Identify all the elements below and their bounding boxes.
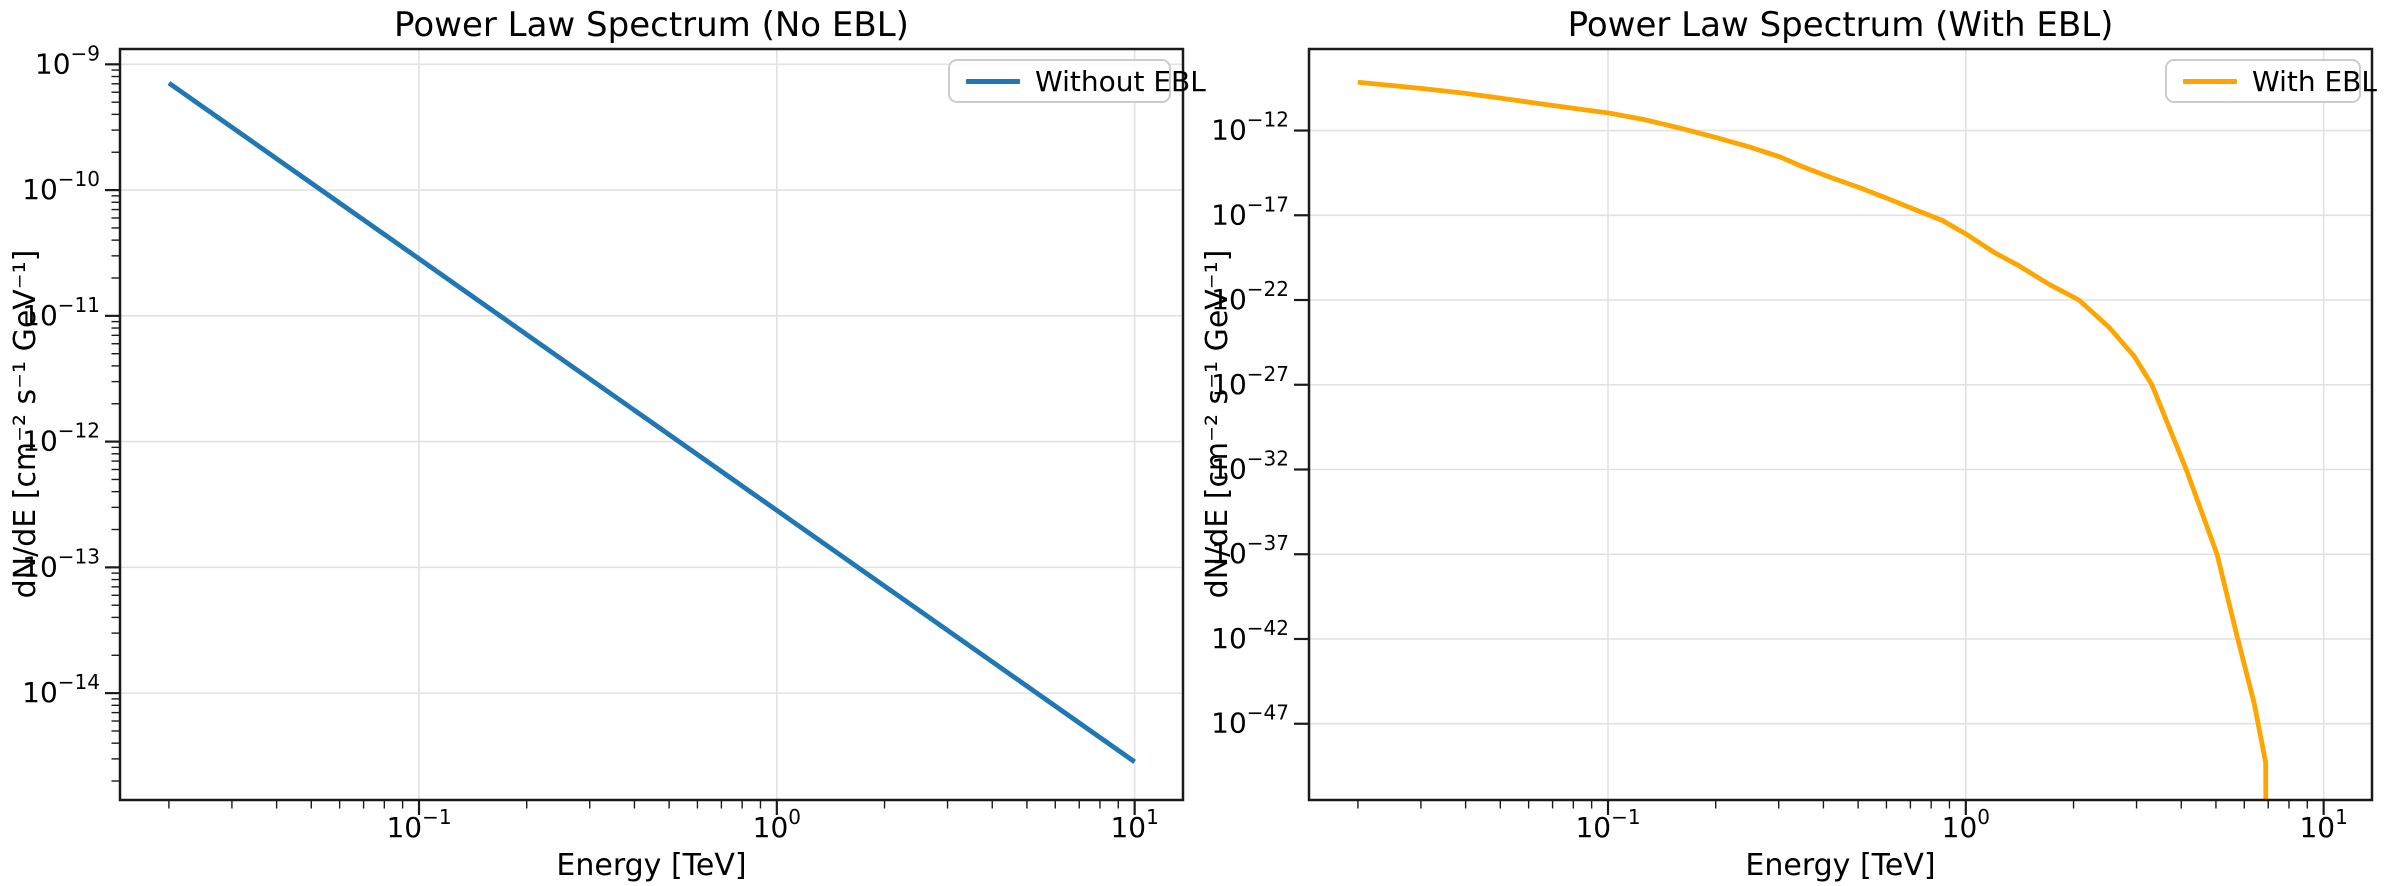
svg-text:10−32: 10−32 [1211, 446, 1289, 485]
right-y-axis-label: dN/dE [cm⁻² s⁻¹ GeV⁻¹] [1200, 249, 1235, 599]
svg-text:10−10: 10−10 [22, 167, 100, 206]
left-plot-title: Power Law Spectrum (No EBL) [394, 5, 909, 45]
left-legend: Without EBL [948, 59, 1206, 103]
svg-text:100: 100 [1942, 805, 1990, 844]
svg-text:10−12: 10−12 [1211, 108, 1289, 147]
svg-text:10−42: 10−42 [1211, 616, 1289, 655]
svg-text:100: 100 [753, 805, 801, 844]
legend-line-icon [966, 78, 1020, 84]
svg-text:10−14: 10−14 [22, 670, 100, 709]
svg-text:10−22: 10−22 [1211, 277, 1289, 316]
svg-text:10−47: 10−47 [1211, 701, 1289, 740]
left-x-axis-label: Energy [TeV] [556, 848, 747, 883]
svg-text:10−12: 10−12 [22, 419, 100, 458]
svg-text:10−11: 10−11 [22, 293, 100, 332]
legend-label: With EBL [2252, 64, 2377, 98]
right-legend: With EBL [2165, 59, 2377, 103]
svg-text:10−37: 10−37 [1211, 531, 1289, 570]
svg-text:101: 101 [2299, 805, 2347, 844]
legend-line-icon [2183, 78, 2237, 84]
legend-label: Without EBL [1035, 64, 1206, 98]
left-y-axis-label: dN/dE [cm⁻² s⁻¹ GeV⁻¹] [8, 249, 43, 599]
svg-text:10−13: 10−13 [22, 544, 100, 583]
right-x-axis-label: Energy [TeV] [1745, 848, 1936, 883]
right-plot-title: Power Law Spectrum (With EBL) [1567, 5, 2114, 45]
svg-text:10−9: 10−9 [35, 41, 100, 80]
svg-text:10−27: 10−27 [1211, 362, 1289, 401]
svg-text:10−1: 10−1 [386, 805, 451, 844]
svg-text:10−17: 10−17 [1211, 192, 1289, 231]
svg-text:10−1: 10−1 [1575, 805, 1640, 844]
svg-text:101: 101 [1110, 805, 1158, 844]
